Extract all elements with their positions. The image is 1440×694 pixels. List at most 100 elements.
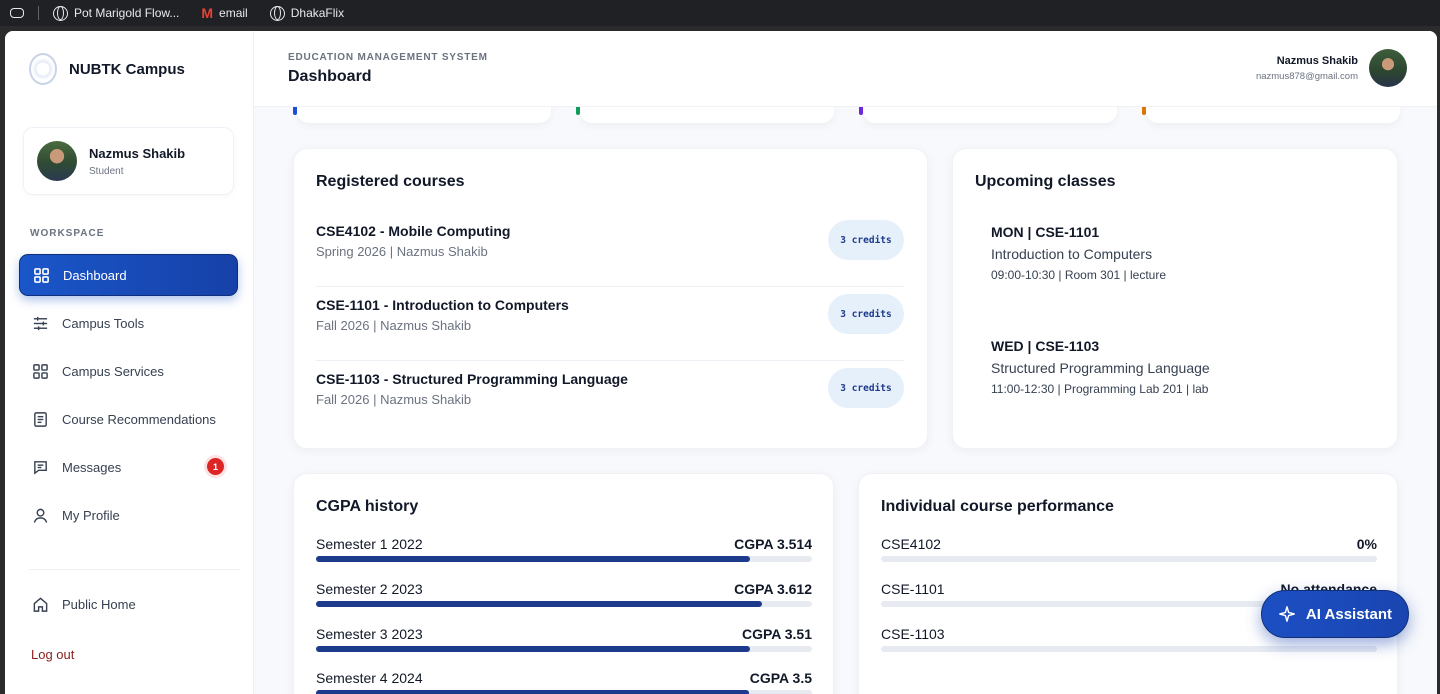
sidebar-item-campus-services[interactable]: Campus Services — [19, 350, 238, 392]
user-role: Student — [89, 165, 124, 177]
class-meta: 11:00-12:30 | Programming Lab 201 | lab — [991, 382, 1209, 396]
class-title: Structured Programming Language — [991, 360, 1210, 376]
bookmark-label: Pot Marigold Flow... — [74, 6, 180, 20]
stat-accent — [576, 105, 580, 115]
header-user[interactable]: Nazmus Shakib nazmus878@gmail.com — [1256, 55, 1358, 82]
ai-assistant-button[interactable]: AI Assistant — [1261, 590, 1409, 638]
sliders-icon — [33, 316, 48, 330]
course-row[interactable]: CSE-1101 - Introduction to Computers Fal… — [316, 287, 904, 361]
workspace-label: WORKSPACE — [30, 228, 105, 239]
cgpa-bar-track — [316, 601, 812, 607]
user-icon — [33, 508, 48, 523]
credits-badge: 3 credits — [828, 294, 904, 334]
sidebar-item-messages[interactable]: Messages 1 — [19, 446, 238, 488]
performance-course: CSE-1103 — [881, 626, 945, 642]
user-name: Nazmus Shakib — [89, 145, 186, 161]
top-header: EDUCATION MANAGEMENT SYSTEM Dashboard Na… — [254, 31, 1437, 107]
course-row[interactable]: CSE-1103 - Structured Programming Langua… — [316, 361, 904, 435]
cgpa-value: CGPA 3.612 — [734, 581, 812, 597]
header-user-email: nazmus878@gmail.com — [1255, 71, 1358, 82]
course-performance-card: Individual course performance CSE4102 0%… — [858, 473, 1398, 694]
class-title: Introduction to Computers — [991, 246, 1153, 262]
class-item[interactable]: MON | CSE-1101 Introduction to Computers… — [991, 224, 1166, 282]
class-meta: 09:00-10:30 | Room 301 | lecture — [991, 268, 1167, 282]
home-icon — [33, 596, 48, 612]
cgpa-row: Semester 1 2022 CGPA 3.514 — [316, 536, 812, 562]
page-title: Dashboard — [288, 68, 372, 85]
credits-badge: 3 credits — [828, 220, 904, 260]
cgpa-bar-track — [316, 646, 812, 652]
registered-courses-card: Registered courses CSE4102 - Mobile Comp… — [293, 148, 928, 449]
bookmark-email[interactable]: M email — [201, 5, 247, 21]
sidebar-item-label: Campus Tools — [62, 315, 145, 331]
avatar — [37, 141, 77, 181]
class-code: MON | CSE-1101 — [991, 224, 1100, 240]
course-name: CSE-1103 - Structured Programming Langua… — [316, 371, 628, 387]
cgpa-row: Semester 3 2023 CGPA 3.51 — [316, 626, 812, 652]
performance-bar-track — [881, 601, 1377, 607]
course-performance-title: Individual course performance — [881, 498, 1114, 515]
sidebar-nav: Dashboard Campus Tools Campus Services C… — [19, 254, 238, 542]
class-item[interactable]: WED | CSE-1103 Structured Programming La… — [991, 338, 1210, 396]
globe-icon — [269, 5, 285, 21]
sidebar-item-my-profile[interactable]: My Profile — [19, 494, 238, 536]
cgpa-bar-fill — [316, 601, 763, 607]
performance-row: CSE-1103 — [881, 626, 1377, 652]
brand[interactable]: NUBTK Campus — [29, 53, 185, 85]
app-window: Registered courses CSE4102 - Mobile Comp… — [5, 31, 1437, 694]
ai-assistant-label: AI Assistant — [1305, 605, 1393, 623]
bookmarks-divider — [38, 6, 39, 20]
sidebar: NUBTK Campus Nazmus Shakib Student WORKS… — [5, 31, 254, 694]
unread-badge: 1 — [207, 458, 224, 475]
performance-course: CSE4102 — [881, 536, 941, 552]
cgpa-row: Semester 4 2024 CGPA 3.5 — [316, 670, 812, 694]
upcoming-classes-title: Upcoming classes — [975, 173, 1116, 190]
grid-icon — [34, 267, 49, 283]
semester-label: Semester 1 2022 — [316, 536, 423, 552]
course-row[interactable]: CSE4102 - Mobile Computing Spring 2026 |… — [316, 213, 904, 287]
tab-search-icon[interactable] — [10, 8, 24, 18]
bookmarks-bar: Pot Marigold Flow... M email DhakaFlix — [0, 0, 1440, 26]
gmail-icon: M — [201, 5, 214, 21]
public-home-link[interactable]: Public Home — [19, 584, 238, 624]
class-code: WED | CSE-1103 — [991, 338, 1100, 354]
sidebar-divider — [29, 569, 240, 570]
apps-icon — [33, 363, 48, 379]
performance-course: CSE-1101 — [881, 581, 945, 597]
cgpa-row: Semester 2 2023 CGPA 3.612 — [316, 581, 812, 607]
stat-accent — [293, 105, 297, 115]
performance-bar-track — [881, 646, 1377, 652]
header-user-name: Nazmus Shakib — [1276, 55, 1358, 67]
sidebar-item-course-recommendations[interactable]: Course Recommendations — [19, 398, 238, 440]
course-meta: Spring 2026 | Nazmus Shakib — [316, 244, 488, 259]
cgpa-value: CGPA 3.5 — [749, 670, 812, 686]
user-card[interactable]: Nazmus Shakib Student — [23, 127, 234, 195]
cgpa-bar-fill — [316, 646, 750, 652]
system-eyebrow: EDUCATION MANAGEMENT SYSTEM — [288, 52, 488, 63]
sidebar-item-label: Campus Services — [62, 363, 164, 379]
university-logo — [29, 53, 57, 85]
cgpa-history-title: CGPA history — [316, 498, 419, 515]
cgpa-bar-track — [316, 690, 812, 694]
logout-link[interactable]: Log out — [31, 647, 75, 662]
sidebar-item-label: Dashboard — [63, 267, 127, 283]
sidebar-item-label: My Profile — [62, 507, 120, 523]
avatar[interactable] — [1369, 49, 1407, 87]
bookmark-dhakaflix[interactable]: DhakaFlix — [269, 5, 344, 21]
course-meta: Fall 2026 | Nazmus Shakib — [316, 318, 472, 333]
sidebar-item-dashboard[interactable]: Dashboard — [19, 254, 238, 296]
cgpa-bar-fill — [316, 556, 751, 562]
bookmark-pot-marigold[interactable]: Pot Marigold Flow... — [53, 5, 180, 21]
cgpa-bar-track — [316, 556, 812, 562]
cgpa-bar-fill — [316, 690, 749, 694]
message-icon — [34, 460, 47, 475]
sidebar-item-label: Course Recommendations — [62, 411, 216, 427]
sidebar-item-label: Messages — [62, 459, 122, 475]
sidebar-item-campus-tools[interactable]: Campus Tools — [19, 302, 238, 344]
performance-row: CSE4102 0% — [881, 536, 1377, 562]
stat-accent — [1142, 105, 1146, 115]
registered-courses-title: Registered courses — [316, 173, 465, 190]
upcoming-classes-card: Upcoming classes MON | CSE-1101 Introduc… — [952, 148, 1398, 449]
semester-label: Semester 4 2024 — [316, 670, 423, 686]
stat-accent — [859, 105, 863, 115]
